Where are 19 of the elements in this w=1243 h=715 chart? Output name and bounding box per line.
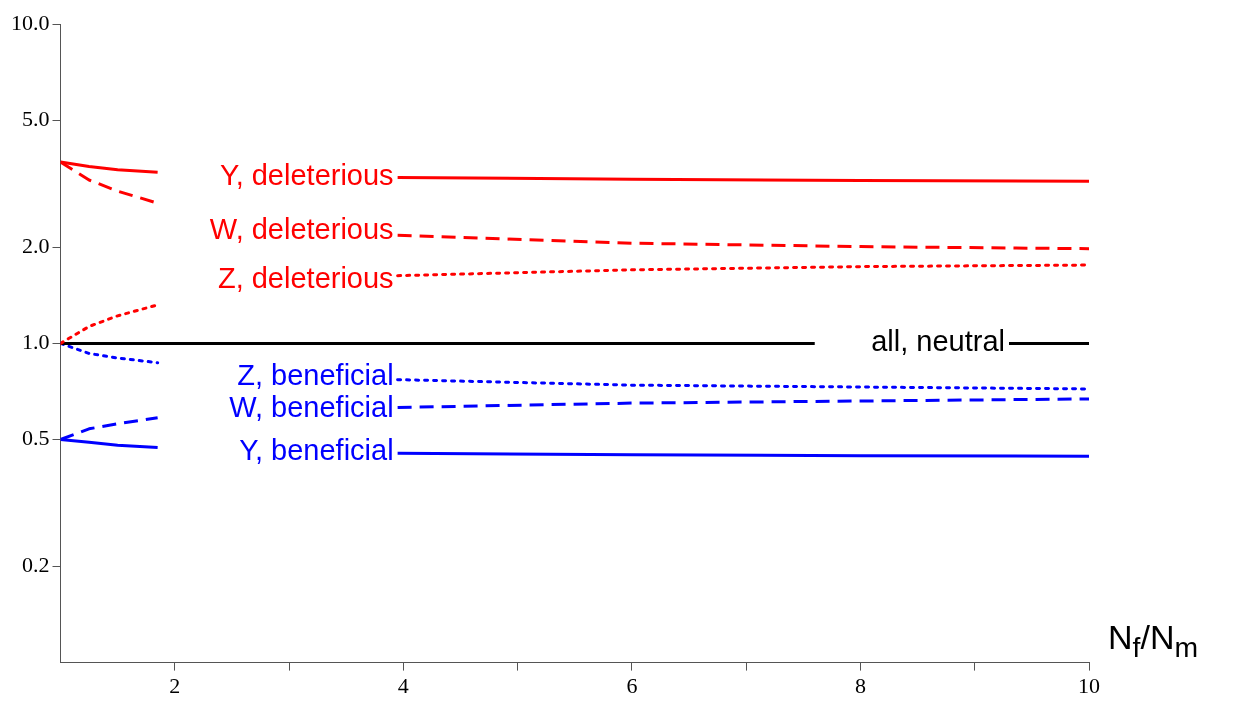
series-label: Z, deleterious	[217, 262, 394, 295]
series-label: all, neutral	[871, 325, 1006, 358]
series-label: W, deleterious	[209, 212, 394, 245]
y-tick-label: 10.0	[11, 9, 50, 35]
series-label: Z, beneficial	[237, 359, 394, 392]
y-tick-label: 5.0	[22, 106, 50, 132]
x-axis-title: N$_{f}$/N$_{m}$	[1108, 618, 1199, 664]
x-tick-label: 10	[1078, 672, 1100, 698]
x-tick-label: 2	[169, 672, 181, 698]
series-label: Y, deleterious	[220, 158, 394, 191]
x-tick-label: 8	[854, 672, 866, 698]
y-tick-label: 1.0	[22, 329, 50, 355]
y-tick-label: 0.2	[22, 552, 50, 578]
x-tick-label: 6	[626, 672, 638, 698]
y-tick-label: 0.5	[22, 425, 50, 451]
series-label: Y, beneficial	[239, 434, 394, 467]
x-tick-label: 4	[397, 672, 409, 698]
y-tick-label: 2.0	[22, 233, 50, 259]
series-label: W, beneficial	[229, 390, 394, 423]
